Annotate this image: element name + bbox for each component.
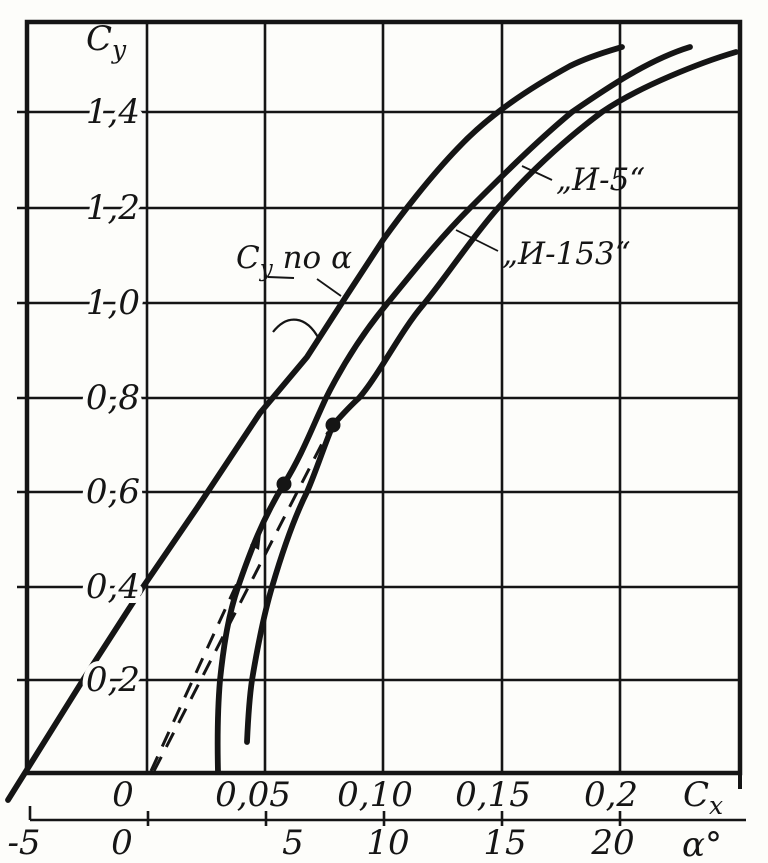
- alpha-tick-5: 5: [282, 823, 304, 863]
- cy-alpha-curve-label: Cy по α: [236, 240, 352, 282]
- cy-alpha-curve: [5, 44, 625, 803]
- y-tick-1-0: 1,0: [86, 283, 140, 323]
- y-tick-labels: 1,4 1,2 1,0 0,8 0,6 0,4 0,2: [81, 87, 145, 705]
- alpha-tick-10: 10: [366, 823, 409, 863]
- alpha-tick-m5: -5: [7, 823, 40, 863]
- alpha-axis-label: α°: [682, 825, 722, 863]
- i5-marked-point: [276, 476, 292, 492]
- tangent-rays: [149, 431, 330, 772]
- i153-marked-point: [325, 417, 341, 433]
- cx-tick-015: 0,15: [455, 775, 531, 815]
- i5-leader-line: [521, 165, 553, 181]
- y-tick-1-2: 1,2: [86, 188, 140, 228]
- alpha-axis: [28, 806, 746, 826]
- alpha-tick-0: 0: [111, 823, 133, 863]
- i153-leader-line: [455, 229, 499, 252]
- cy-alpha-arc-annotation: [272, 318, 320, 340]
- cx-axis-label: Cx: [683, 775, 723, 820]
- y-tick-0-8: 0,8: [86, 378, 140, 418]
- y-tick-0-2: 0,2: [86, 660, 140, 700]
- y-axis-label: Cy: [86, 19, 127, 64]
- y-tick-0-6: 0,6: [86, 472, 140, 512]
- tangent-ray-i153: [152, 431, 330, 772]
- alpha-tick-15: 15: [483, 823, 526, 863]
- tangent-ray-i5: [149, 541, 258, 772]
- cx-tick-0: 0: [112, 775, 134, 815]
- y-tick-0-4: 0,4: [86, 567, 140, 607]
- y-tick-1-4: 1,4: [86, 92, 140, 132]
- i153-polar-curve: [244, 49, 739, 745]
- i5-polar-curve: [214, 44, 693, 775]
- cx-tick-005: 0,05: [215, 775, 291, 815]
- cy-alpha-label-underline: [267, 276, 295, 279]
- alpha-tick-labels: -5 0 5 10 15 20 α°: [7, 823, 722, 863]
- alpha-tick-20: 20: [590, 823, 634, 863]
- i153-curve-label: „И-153“: [502, 236, 631, 272]
- cx-tick-labels: 0 0,05 0,10 0,15 0,2: [112, 775, 638, 815]
- i5-curve-label: „И-5“: [556, 162, 645, 198]
- cx-tick-010: 0,10: [337, 775, 413, 815]
- horizontal-gridlines: [17, 110, 740, 682]
- cy-alpha-leader-line: [316, 278, 342, 297]
- cx-tick-02: 0,2: [584, 775, 638, 815]
